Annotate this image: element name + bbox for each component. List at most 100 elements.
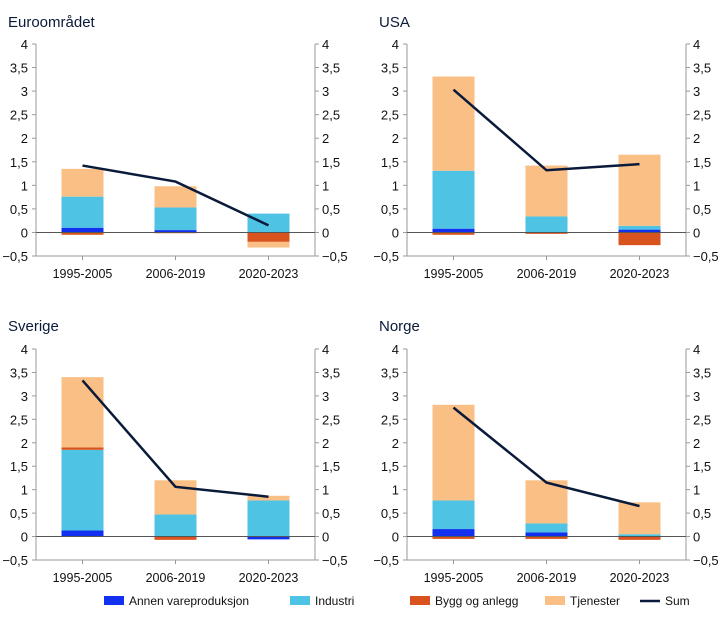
ytick-label-right: 4 — [322, 37, 329, 52]
category-label: 2006-2019 — [517, 267, 577, 281]
ytick-label-right: 2,5 — [693, 412, 711, 427]
ytick-label-left: 2,5 — [381, 412, 399, 427]
ytick-label-left: 3 — [392, 389, 399, 404]
panel-title: USA — [379, 14, 410, 31]
category-label: 2006-2019 — [146, 571, 206, 585]
category-label: 2006-2019 — [517, 571, 577, 585]
ytick-label-left: 2,5 — [381, 108, 399, 123]
ytick-label-left: 2 — [392, 131, 399, 146]
category-label: 2006-2019 — [146, 267, 206, 281]
panel-sverige: Sverige 4 4 3,5 3,5 3 3 2,5 2,5 2 2 1,5 1,5 1 1 0,5 0,5 0… — [2, 318, 347, 585]
ytick-label-left: 2 — [392, 436, 399, 451]
sum-line — [82, 164, 270, 227]
ytick-label-right: 1 — [322, 483, 329, 498]
bar-industri — [618, 225, 661, 230]
panel-usa: USA 4 4 3,5 3,5 3 3 2,5 2,5 2 2 1,5 1,5 1 1 0,5 0,5 0 0 −0,… — [373, 14, 718, 281]
category-label: 2020-2023 — [610, 571, 670, 585]
legend-label: Annen vareproduksjon — [129, 594, 249, 608]
legend: Annen vareproduksjon Industri Bygg og anle… — [104, 594, 690, 608]
ytick-label-right: −0,5 — [322, 249, 348, 264]
bar-tjenester — [154, 186, 197, 208]
ytick-label-left: 3 — [21, 84, 28, 99]
bar-annen-vareproduksjon — [432, 529, 475, 537]
ytick-label-right: 3 — [693, 84, 700, 99]
ytick-label-left: 4 — [392, 37, 399, 52]
ytick-label-left: 0,5 — [381, 506, 399, 521]
bar-tjenester — [432, 76, 475, 171]
bar-bygg-og-anlegg — [525, 536, 568, 539]
bar-industri — [154, 514, 197, 537]
ytick-label-left: 3 — [21, 389, 28, 404]
ytick-label-left: 2 — [21, 436, 28, 451]
bar-bygg-og-anlegg — [61, 232, 104, 235]
legend-swatch — [545, 596, 565, 605]
legend-label: Industri — [315, 594, 354, 608]
ytick-label-right: 3,5 — [693, 61, 711, 76]
ytick-label-right: 3 — [322, 84, 329, 99]
ytick-label-left: 1,5 — [381, 459, 399, 474]
ytick-label-left: 3,5 — [381, 365, 399, 380]
ytick-label-right: 0 — [693, 225, 700, 240]
ytick-label-left: 0 — [392, 225, 399, 240]
ytick-label-right: 1 — [693, 178, 700, 193]
ytick-label-right: 0 — [693, 530, 700, 545]
ytick-label-left: 3,5 — [10, 61, 28, 76]
bar-bygg-og-anlegg — [154, 536, 197, 540]
bar-annen-vareproduksjon — [61, 227, 104, 233]
ytick-label-left: 3,5 — [381, 61, 399, 76]
ytick-label-left: 4 — [392, 342, 399, 357]
bar-annen-vareproduksjon — [61, 530, 104, 537]
ytick-label-left: 0,5 — [10, 506, 28, 521]
panel-norge: Norge 4 4 3,5 3,5 3 3 2,5 2,5 2 2 1,5 1,5 1 1 0,5 0,5 0 0 −… — [373, 318, 718, 585]
ytick-label-right: 1,5 — [322, 459, 340, 474]
ytick-label-right: 2,5 — [322, 412, 340, 427]
bar-industri — [61, 449, 104, 531]
bar-tjenester — [525, 165, 568, 217]
legend-swatch — [104, 596, 124, 605]
ytick-label-left: −0,5 — [373, 553, 399, 568]
ytick-label-right: 3,5 — [322, 61, 340, 76]
bar-bygg-og-anlegg — [525, 232, 568, 234]
ytick-label-right: −0,5 — [693, 553, 719, 568]
ytick-label-right: 2 — [693, 436, 700, 451]
category-label: 1995-2005 — [53, 267, 113, 281]
ytick-label-right: 3 — [693, 389, 700, 404]
bar-annen-vareproduksjon — [154, 230, 197, 233]
ytick-label-right: 1,5 — [322, 155, 340, 170]
ytick-label-right: 0 — [322, 530, 329, 545]
ytick-label-left: 3 — [392, 84, 399, 99]
bar-bygg-og-anlegg — [618, 536, 661, 540]
bar-industri — [525, 216, 568, 232]
ytick-label-right: 0,5 — [693, 202, 711, 217]
bar-industri — [618, 534, 661, 537]
ytick-label-left: 2,5 — [10, 412, 28, 427]
panel-title: Norge — [379, 318, 420, 335]
category-label: 1995-2005 — [53, 571, 113, 585]
panel-euroområdet: Euroområdet 4 4 3,5 3,5 3 3 2,5 2,5 2 2 1,5 1,5 1 1 0,5… — [2, 14, 347, 281]
ytick-label-left: 2 — [21, 131, 28, 146]
ytick-label-right: 1 — [693, 483, 700, 498]
ytick-label-right: 2,5 — [322, 108, 340, 123]
ytick-label-right: 3,5 — [693, 365, 711, 380]
panel-title: Sverige — [8, 318, 59, 335]
ytick-label-right: 2 — [322, 131, 329, 146]
ytick-label-left: 1 — [392, 483, 399, 498]
bar-industri — [432, 170, 475, 229]
ytick-label-left: 1,5 — [10, 155, 28, 170]
ytick-label-right: 1,5 — [693, 459, 711, 474]
panel-title: Euroområdet — [8, 14, 96, 31]
bar-industri — [247, 213, 290, 232]
ytick-label-right: 4 — [693, 37, 700, 52]
ytick-label-right: 2 — [693, 131, 700, 146]
bar-bygg-og-anlegg — [432, 232, 475, 235]
bar-annen-vareproduksjon — [432, 228, 475, 233]
sum-line — [452, 88, 640, 172]
bar-industri — [432, 500, 475, 530]
ytick-label-right: 2 — [322, 436, 329, 451]
ytick-label-right: 0,5 — [322, 506, 340, 521]
ytick-label-left: 2,5 — [10, 108, 28, 123]
bar-tjenester — [618, 502, 661, 535]
legend-swatch — [290, 596, 310, 605]
ytick-label-right: 3,5 — [322, 365, 340, 380]
ytick-label-left: 0,5 — [10, 202, 28, 217]
